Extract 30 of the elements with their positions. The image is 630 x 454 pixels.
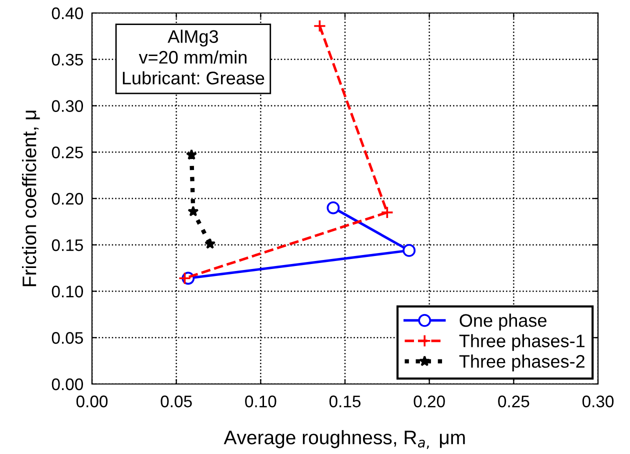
y-tick-label: 0.35 xyxy=(52,54,83,66)
point xyxy=(204,238,216,249)
y-tick-label: 0.05 xyxy=(52,332,83,344)
x-tick-label: 0.10 xyxy=(245,396,276,408)
x-tick-label: 0.00 xyxy=(76,396,108,408)
annotation: AlMg3 v=20 mm/min Lubricant: Grease xyxy=(122,30,264,84)
point xyxy=(402,244,416,257)
x-tick-label: 0.30 xyxy=(582,396,614,408)
y-tick-label: 0.00 xyxy=(52,378,84,390)
y-tick-label: 0.25 xyxy=(52,146,83,158)
point xyxy=(178,272,192,285)
y-tick-label: 0.30 xyxy=(52,100,84,112)
x-axis-title: Average roughness, R$_{a,}$ μm xyxy=(224,430,465,449)
point xyxy=(326,201,340,214)
x-tick-label: 0.05 xyxy=(160,396,192,408)
x-tick-label: 0.25 xyxy=(498,396,530,408)
point xyxy=(186,149,198,160)
y-axis-title: Friction coefficient, μ xyxy=(22,110,40,286)
y-tick-label: 0.40 xyxy=(52,7,84,20)
x-tick-label: 0.20 xyxy=(414,396,445,408)
legend-label: Three phases-2 xyxy=(459,354,584,372)
y-tick-label: 0.20 xyxy=(52,192,84,205)
point xyxy=(313,20,326,32)
legend-label: One phase xyxy=(460,314,546,330)
legend-label: Three phases-1 xyxy=(459,334,584,351)
y-tick-label: 0.15 xyxy=(52,239,83,252)
x-tick-label: 0.15 xyxy=(329,396,361,408)
point xyxy=(188,206,199,216)
y-tick-label: 0.10 xyxy=(52,286,84,298)
point xyxy=(380,206,394,219)
